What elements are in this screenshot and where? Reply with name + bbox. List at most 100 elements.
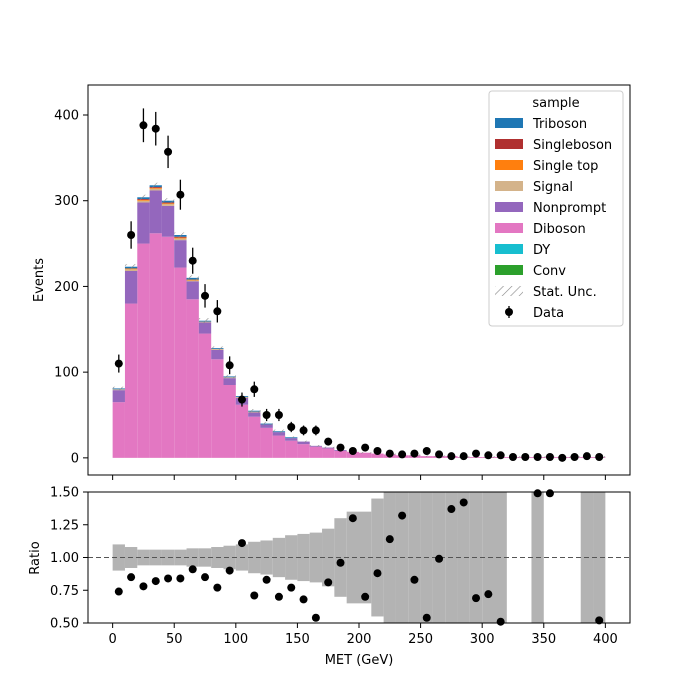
bar-signal: [161, 204, 175, 206]
bar-nonprompt: [186, 281, 199, 300]
ratio-point: [213, 583, 222, 592]
bar-diboson: [235, 404, 249, 458]
ratio-band-bin: [112, 544, 125, 571]
bar-nonprompt: [149, 190, 162, 234]
bar-diboson: [174, 267, 187, 458]
legend-label: Diboson: [533, 222, 586, 237]
legend-swatch: [495, 118, 523, 128]
ratio-band-bin: [408, 492, 421, 623]
bar-nonprompt: [285, 438, 298, 441]
main-y-axis-label: Events: [32, 258, 47, 302]
ratio-panel: 0.50 0.75 1.00 1.25 1.50 0 50 100 150 200 250 300 3…: [28, 486, 631, 668]
legend-swatch: [495, 286, 523, 296]
y-tick-label: 0.75: [50, 584, 79, 599]
ratio-point: [127, 573, 136, 582]
data-point: [164, 147, 173, 156]
data-point: [472, 449, 481, 458]
bar-nonprompt: [112, 390, 125, 403]
data-point: [533, 453, 542, 461]
bar-nonprompt: [211, 349, 224, 360]
bar-diboson: [186, 299, 199, 458]
y-tick-label: 1.25: [50, 518, 79, 533]
ratio-point: [459, 498, 468, 507]
ratio-point: [496, 617, 505, 626]
stat-unc-bin: [174, 232, 187, 238]
bar-signal: [137, 200, 150, 203]
bar-single-top: [174, 237, 187, 239]
ratio-band-bin: [223, 545, 236, 570]
bar-nonprompt: [272, 432, 286, 436]
stat-unc-bin: [112, 386, 125, 391]
y-tick-label: 400: [54, 109, 79, 124]
bar-diboson: [198, 333, 212, 458]
data-point: [324, 437, 333, 446]
ratio-x-ticks: 0 50 100 150 200 250 300 350 400: [108, 623, 618, 647]
legend-label: DY: [533, 243, 550, 258]
stat-unc-bin: [260, 421, 273, 426]
bar-diboson: [149, 233, 162, 458]
legend-swatch: [495, 160, 523, 170]
bar-diboson: [124, 303, 138, 458]
y-tick-label: 100: [54, 366, 79, 381]
bar-diboson: [260, 427, 273, 458]
ratio-point: [595, 616, 604, 625]
legend-label: Stat. Unc.: [533, 285, 597, 300]
y-tick-label: 0.50: [50, 617, 79, 632]
data-point: [176, 190, 185, 199]
ratio-point: [545, 489, 554, 498]
data-points: [114, 108, 604, 462]
bar-nonprompt: [198, 322, 212, 334]
bar-single-top: [149, 187, 162, 189]
legend-label: Signal: [533, 180, 573, 195]
legend-swatch: [495, 181, 523, 191]
data-point: [521, 453, 530, 461]
y-tick-label: 300: [54, 194, 79, 209]
ratio-point: [348, 514, 357, 523]
legend: sample Triboson Singleboson Single top Sign…: [488, 90, 624, 327]
ratio-y-axis-label: Ratio: [28, 541, 43, 574]
ratio-point: [435, 554, 444, 563]
data-point: [484, 451, 493, 460]
main-x-ticks: [112, 475, 606, 480]
x-tick-label: 400: [593, 632, 618, 647]
data-point: [582, 452, 591, 461]
stat-unc-bin: [161, 198, 175, 204]
stat-unc-bin: [309, 445, 323, 447]
stat-unc-bin: [322, 446, 335, 449]
x-tick-label: 300: [470, 632, 495, 647]
ratio-y-ticks: 0.50 0.75 1.00 1.25 1.50: [50, 486, 88, 632]
bar-nonprompt: [124, 271, 138, 304]
stat-unc-bin: [211, 346, 224, 350]
ratio-points: [114, 489, 604, 626]
x-tick-label: 150: [285, 632, 310, 647]
ratio-point: [287, 583, 296, 592]
bar-nonprompt: [174, 240, 187, 268]
data-point: [508, 453, 517, 461]
data-point: [336, 443, 345, 452]
ratio-point: [262, 575, 271, 584]
x-tick-label: 50: [166, 632, 183, 647]
stat-unc-bin: [297, 440, 310, 443]
data-point: [447, 452, 456, 461]
x-axis-label: MET (GeV): [325, 653, 394, 668]
data-point: [225, 361, 234, 370]
x-tick-label: 0: [108, 632, 116, 647]
ratio-point: [151, 577, 160, 586]
data-point: [545, 453, 554, 461]
bar-signal: [149, 188, 162, 191]
data-point: [595, 453, 604, 461]
bar-diboson: [297, 444, 310, 458]
ratio-point: [533, 489, 542, 498]
legend-swatch: [495, 202, 523, 212]
y-tick-label: 0: [71, 451, 79, 466]
data-point: [274, 411, 283, 419]
stat-unc-bin: [186, 275, 199, 281]
main-panel: 0 100 200 300 400 Events: [32, 84, 631, 480]
stat-unc-bin: [149, 182, 162, 188]
bar-diboson: [359, 452, 372, 458]
bar-single-top: [161, 203, 175, 205]
data-point: [299, 426, 308, 435]
stat-unc-bin: [272, 429, 286, 433]
stat-unc-bin: [420, 455, 433, 457]
